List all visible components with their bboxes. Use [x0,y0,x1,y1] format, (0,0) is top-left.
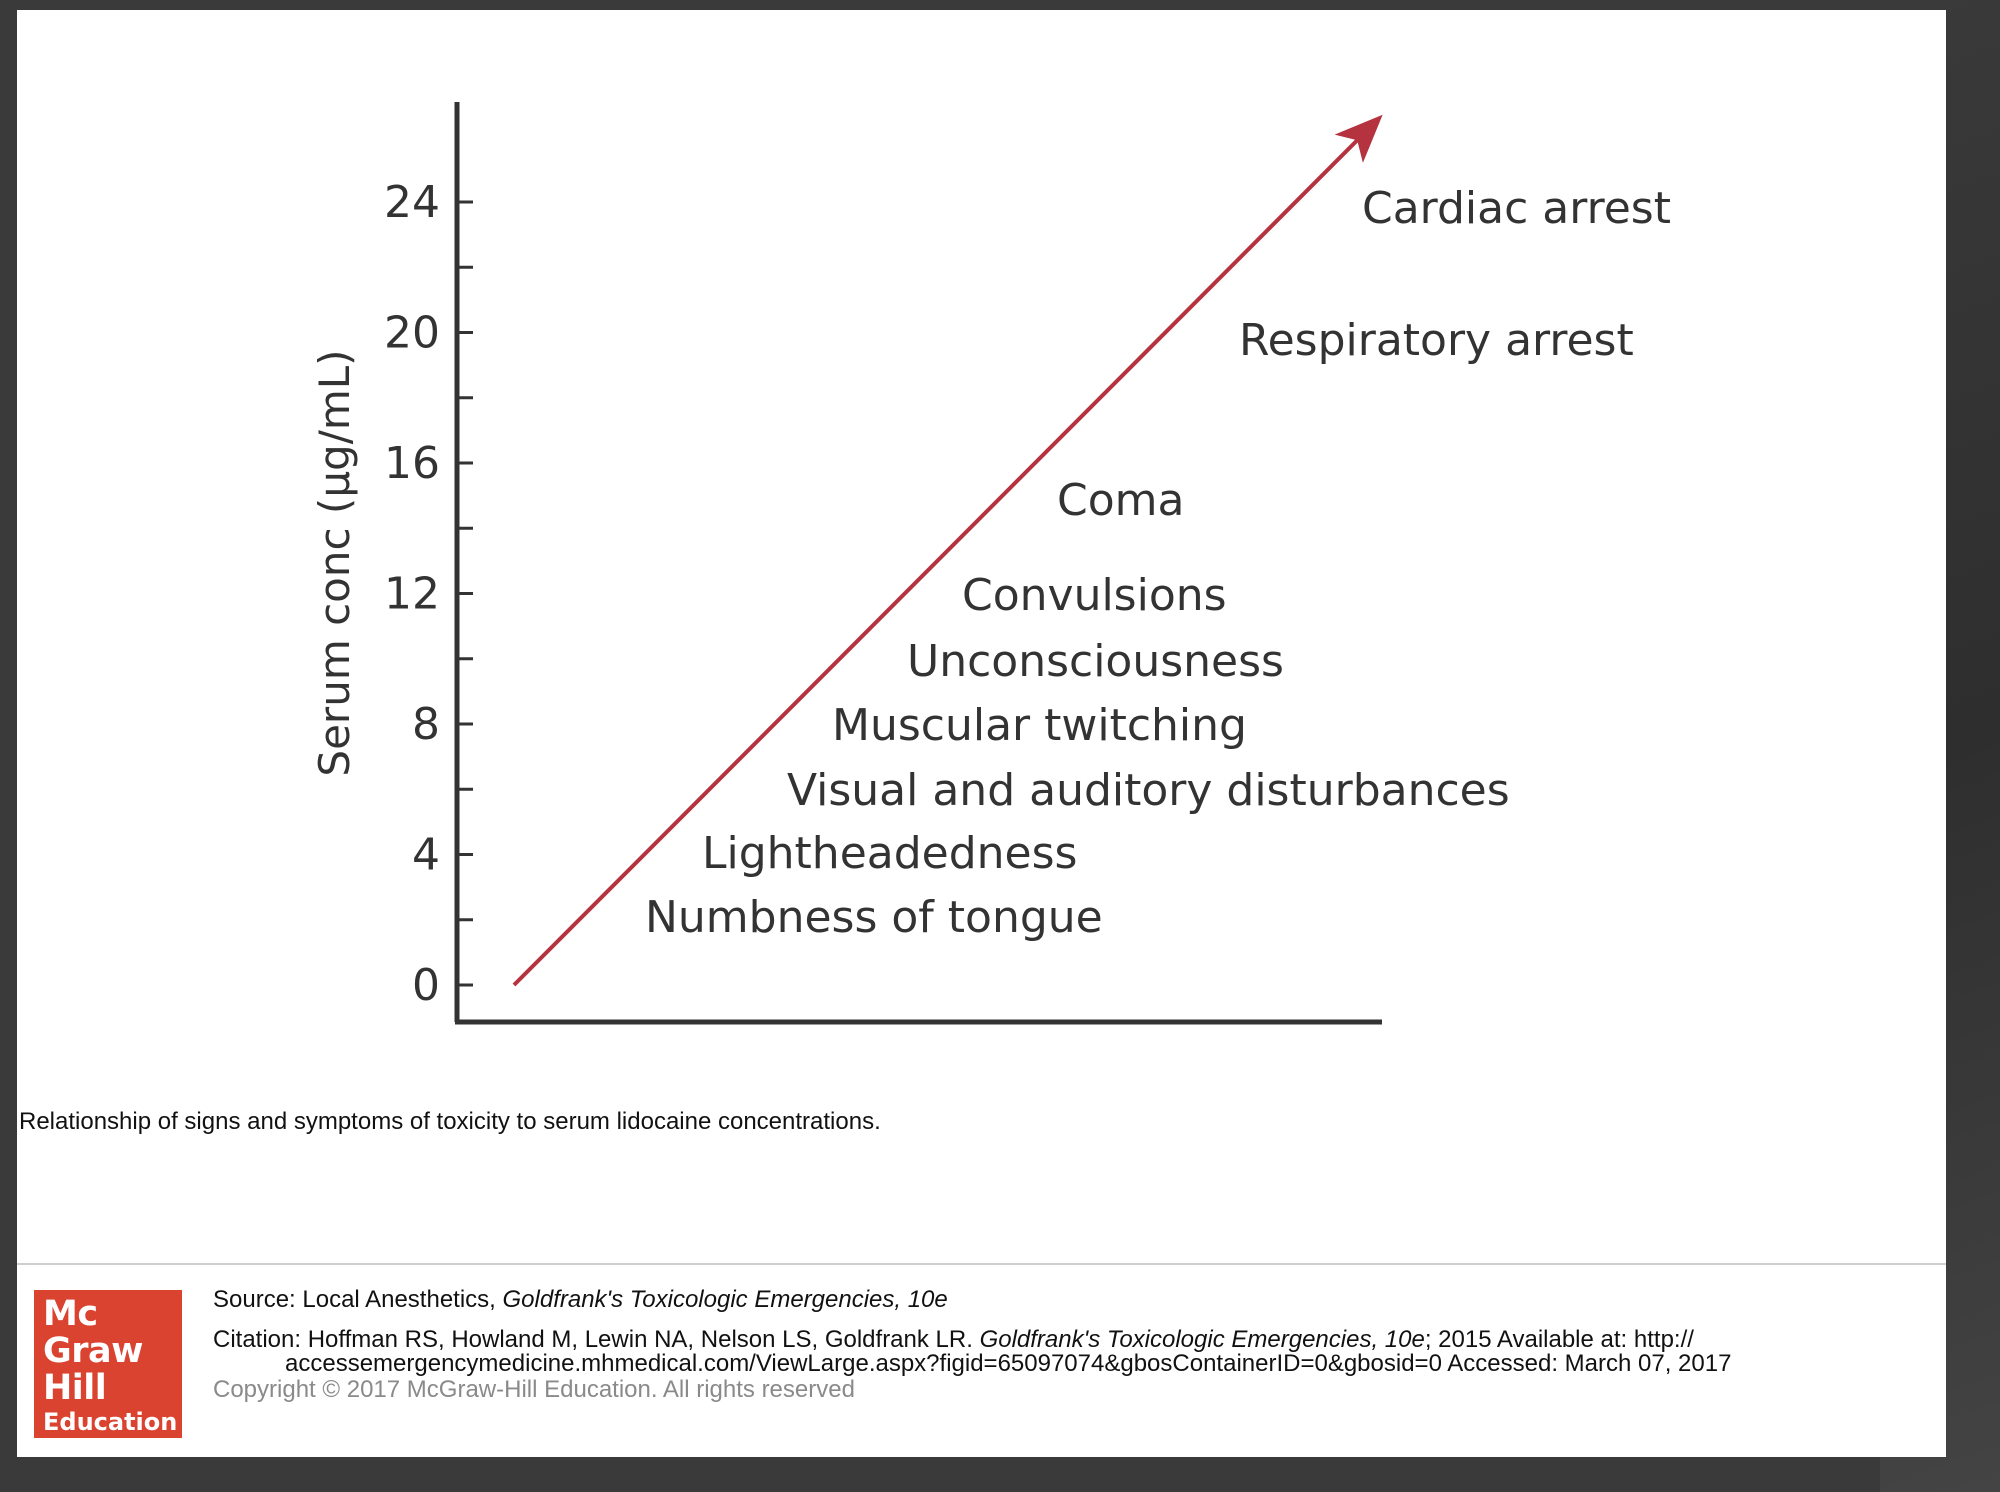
symptom-label: Lightheadedness [702,828,1077,879]
symptom-label: Muscular twitching [832,700,1247,751]
chart: 0 4 8 12 16 20 24 Numbness of tongue Lightheade… [310,102,1671,1025]
citation-url-line: accessemergencymedicine.mhmedical.com/Vi… [285,1350,1732,1377]
y-ticks: 0 4 8 12 16 20 24 [384,177,473,1011]
citation-prefix: Citation: Hoffman RS, Howland M, Lewin N… [213,1326,980,1353]
y-axis-label: Serum conc (μg/mL) [310,349,359,776]
citation-line: Citation: Hoffman RS, Howland M, Lewin N… [213,1324,1933,1356]
y-tick-label: 8 [412,699,440,750]
symptom-label: Respiratory arrest [1239,315,1634,366]
slide-card: 0 4 8 12 16 20 24 Numbness of tongue Lightheade… [17,10,1946,1457]
y-tick-label: 12 [384,569,440,620]
axes [454,102,1382,1025]
series [512,114,1383,987]
logo-line: Education [43,1408,178,1436]
source-line: Source: Local Anesthetics, Goldfrank's T… [213,1284,1933,1316]
citation-block: Source: Local Anesthetics, Goldfrank's T… [213,1284,1933,1412]
figure-caption: Relationship of signs and symptoms of to… [19,1108,881,1135]
symptom-labels: Numbness of tongue Lightheadedness Visual … [645,183,1671,943]
citation-title: Goldfrank's Toxicologic Emergencies, 10e [979,1326,1425,1353]
symptom-label: Unconsciousness [907,636,1284,687]
source-title: Goldfrank's Toxicologic Emergencies, 10e [502,1286,948,1313]
source-prefix: Source: Local Anesthetics, [213,1286,503,1313]
symptom-label: Convulsions [962,570,1227,621]
y-tick-label: 24 [384,177,440,228]
symptom-label: Cardiac arrest [1362,183,1671,234]
symptom-label: Visual and auditory disturbances [787,765,1510,816]
mcgraw-hill-logo: Mc Graw Hill Education [34,1290,182,1438]
logo-line: Graw [43,1331,143,1371]
copyright-line: Copyright © 2017 McGraw-Hill Education. … [213,1376,855,1403]
symptom-label: Coma [1057,475,1184,526]
toxicity-arrow [512,114,1383,987]
citation-suffix: ; 2015 Available at: http:// [1424,1326,1694,1353]
symptom-label: Numbness of tongue [645,892,1103,943]
footer-divider [17,1263,1946,1265]
y-tick-label: 16 [384,438,440,489]
y-tick-label: 0 [412,960,440,1011]
logo-line: Hill [43,1368,107,1408]
y-tick-label: 4 [412,830,440,881]
y-tick-label: 20 [384,308,440,359]
logo-line: Mc [43,1294,98,1334]
